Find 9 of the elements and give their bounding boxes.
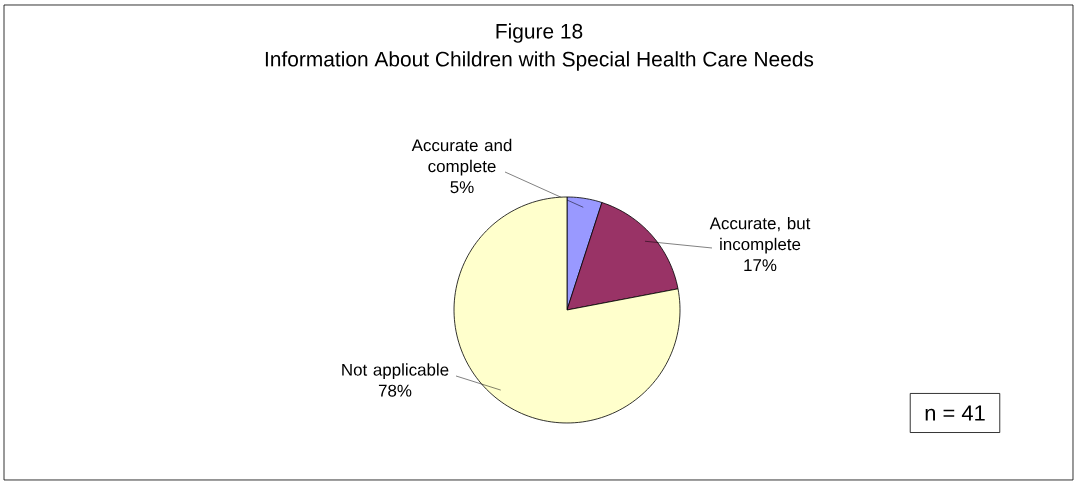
data-label: 78% — [378, 384, 412, 397]
data-label: 5% — [450, 181, 474, 194]
chart-subtitle: Information About Children with Special Health Care Needs — [265, 51, 814, 71]
slice-label: Not applicable — [342, 363, 449, 380]
slice-label: Accurate and complete — [411, 138, 512, 176]
slice-label: Accurate, but incomplete — [709, 216, 811, 254]
text: n = 41 — [925, 405, 985, 421]
chart-title: Figure 18 — [496, 23, 583, 43]
data-label: 17% — [744, 259, 777, 272]
